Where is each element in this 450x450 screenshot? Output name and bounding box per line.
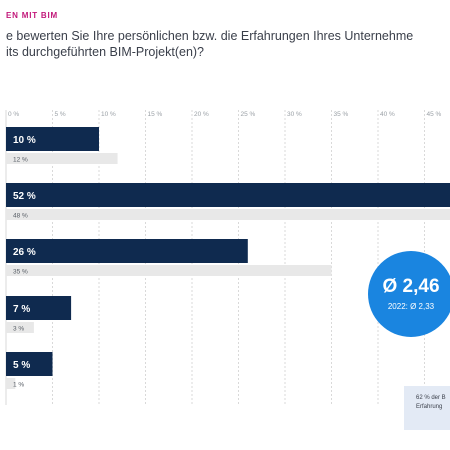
x-tick-label: 0 % — [8, 111, 19, 118]
bar-current-label: 10 % — [13, 135, 36, 146]
x-tick-label: 25 % — [241, 111, 256, 118]
section-kicker: EN MIT BIM — [6, 11, 58, 20]
bar-previous-label: 35 % — [13, 269, 28, 276]
x-tick-label: 30 % — [287, 111, 302, 118]
bar-previous-label: 1 % — [13, 382, 24, 389]
bar-current-label: 7 % — [13, 304, 30, 315]
bar-previous — [6, 153, 118, 164]
previous-average: 2022: Ø 2,33 — [387, 302, 435, 311]
question-text: e bewerten Sie Ihre persönlichen bzw. di… — [6, 28, 450, 60]
bar-previous — [6, 209, 450, 220]
note-line-1: 62 % der B — [416, 395, 446, 401]
bar-current — [6, 296, 72, 320]
x-tick-label: 45 % — [427, 111, 442, 118]
question-line-1: e bewerten Sie Ihre persönlichen bzw. di… — [6, 29, 414, 43]
x-tick-label: 35 % — [334, 111, 349, 118]
bar-current-label: 5 % — [13, 360, 30, 371]
x-tick-label: 20 % — [194, 111, 209, 118]
x-tick-label: 15 % — [148, 111, 163, 118]
bar-current-label: 26 % — [13, 247, 36, 258]
bar-previous-label: 12 % — [13, 157, 28, 164]
average-value: Ø 2,46 — [382, 276, 440, 297]
x-tick-label: 40 % — [380, 111, 395, 118]
note-line-2: Erfahrung — [416, 404, 443, 410]
bar-previous-label: 3 % — [13, 326, 24, 333]
x-tick-label: 10 % — [101, 111, 116, 118]
question-line-2: its durchgeführten BIM-Projekt(en)? — [6, 45, 205, 59]
bar-current-label: 52 % — [13, 191, 36, 202]
average-badge: Ø 2,46 2022: Ø 2,33 — [368, 251, 450, 337]
bar-previous — [6, 322, 34, 333]
x-tick-label: 5 % — [55, 111, 66, 118]
note-box: 62 % der B Erfahrung — [404, 386, 450, 430]
bar-previous — [6, 378, 16, 389]
bar-previous-label: 48 % — [13, 213, 28, 220]
bar-previous — [6, 265, 332, 276]
bar-current — [6, 352, 53, 376]
bar-current — [6, 127, 99, 151]
bar-current — [6, 183, 450, 207]
bar-current — [6, 239, 248, 263]
